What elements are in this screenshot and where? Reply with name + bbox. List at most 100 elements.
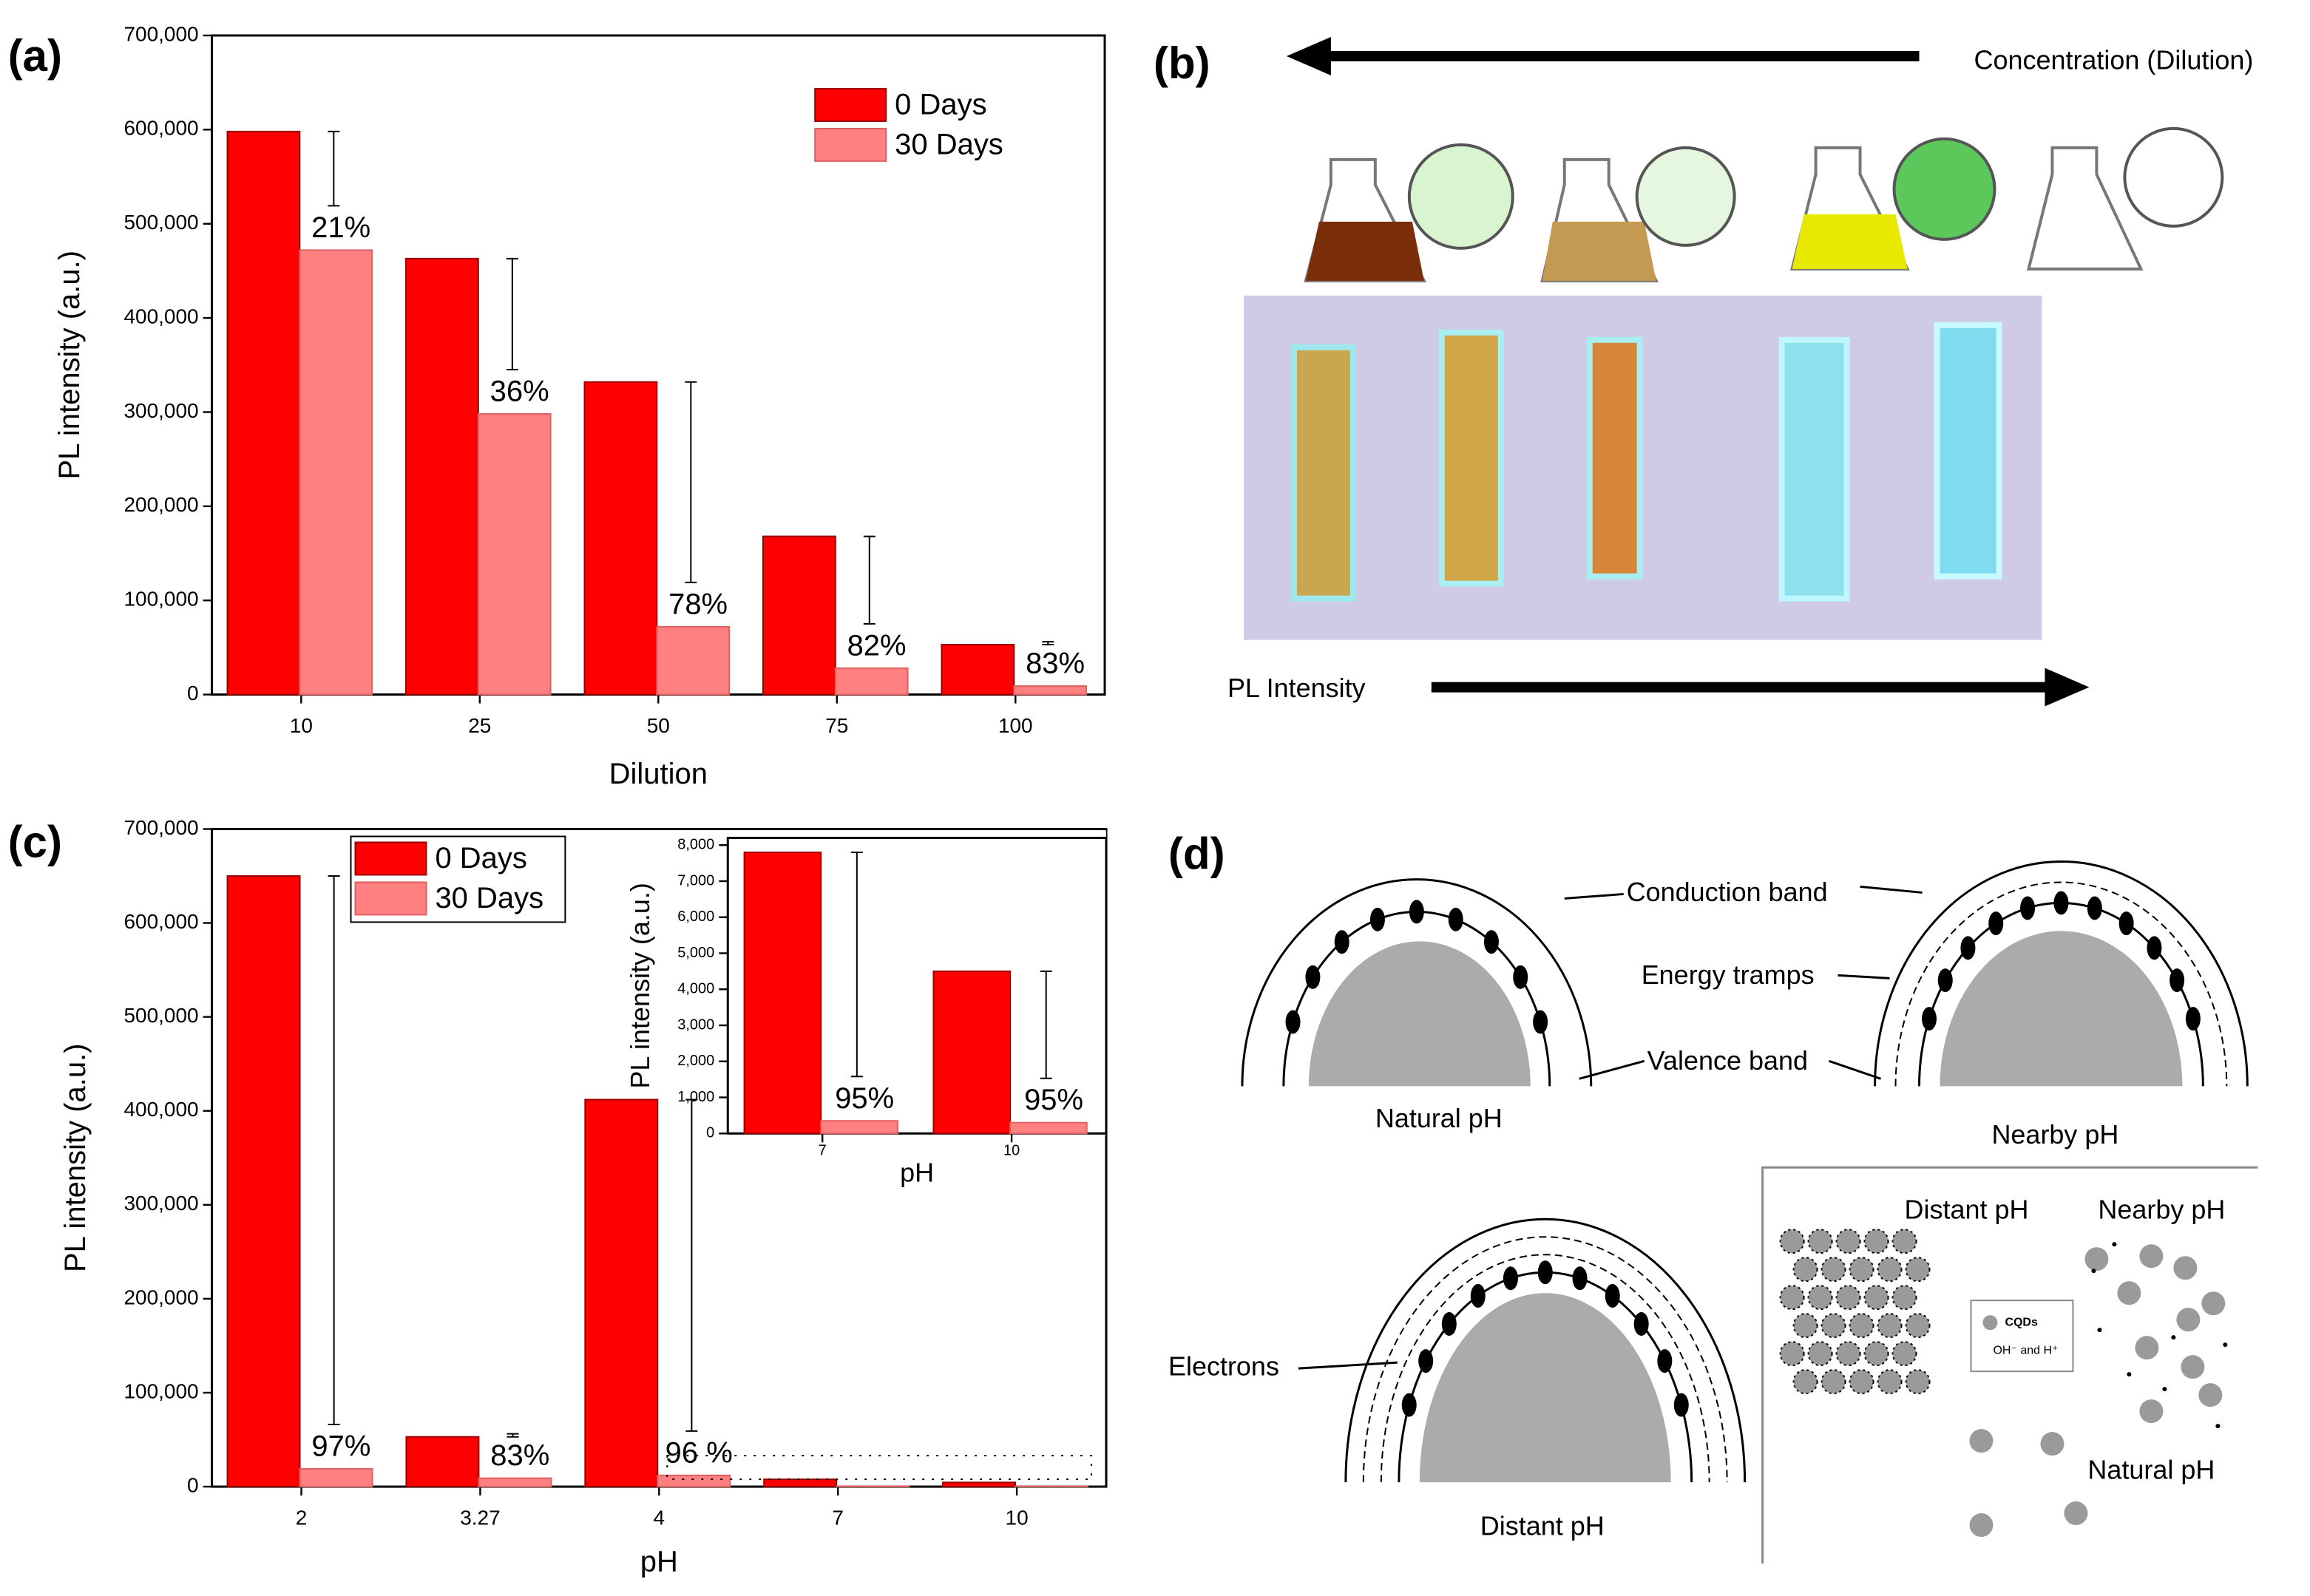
cqd: [1877, 1257, 1903, 1283]
box-border: [1761, 1166, 2258, 1564]
x-tick-label: 2: [296, 1506, 308, 1529]
electron: [1605, 1283, 1620, 1308]
legend-swatch: [354, 881, 427, 916]
cqd: [1969, 1513, 1994, 1538]
electron: [1409, 900, 1424, 924]
energy-trap: [1894, 881, 2228, 1087]
cqd: [2181, 1355, 2205, 1379]
cqd: [1835, 1341, 1861, 1367]
y-tick-label: 100,000: [123, 1379, 198, 1402]
electron: [1285, 1010, 1301, 1034]
legend-text: CQDs: [2005, 1316, 2038, 1328]
electron: [1483, 930, 1499, 954]
zoom-bubble: [1635, 146, 1736, 247]
cuvette: [1438, 329, 1504, 587]
arrow-label: PL Intensity: [1227, 673, 1366, 703]
electron: [2118, 911, 2134, 936]
electron: [2170, 968, 2185, 993]
panel-label: (c): [8, 817, 62, 866]
electron: [1673, 1393, 1689, 1417]
electron: [1533, 1010, 1548, 1034]
y-tick-label: 3,000: [677, 1016, 714, 1033]
bar: [942, 1481, 1017, 1488]
cqd: [1820, 1369, 1846, 1395]
electron: [1418, 1349, 1434, 1373]
ion: [2215, 1424, 2221, 1429]
y-tick-label: 5,000: [677, 945, 714, 961]
legend-label: 0 Days: [435, 842, 526, 875]
zoom-region: [666, 1455, 1093, 1481]
electron: [1470, 1283, 1486, 1308]
flask-liquid: [1305, 221, 1424, 281]
bar: [478, 1477, 552, 1488]
cqd: [2064, 1501, 2088, 1526]
cqd: [1877, 1369, 1903, 1395]
x-tick-label: 3.27: [460, 1506, 500, 1529]
arrow-label: Concentration (Dilution): [1974, 44, 2253, 75]
electron: [1401, 1393, 1417, 1417]
change-label: 82%: [847, 629, 907, 662]
pointer: [1829, 1059, 1882, 1080]
x-tick-label: 25: [468, 714, 491, 737]
y-tick-label: 700,000: [123, 22, 198, 45]
cqd: [2117, 1281, 2141, 1305]
change-label: 96 %: [665, 1436, 733, 1469]
panel-label: (d): [1168, 829, 1225, 878]
y-tick-label: 1,000: [677, 1089, 714, 1105]
bar: [834, 667, 909, 696]
electron: [1334, 930, 1349, 954]
electron: [1937, 968, 1953, 993]
legend-dot: [1982, 1315, 1998, 1331]
flask-liquid: [1792, 214, 1908, 269]
bar: [405, 1436, 480, 1488]
flask-liquid: [1542, 221, 1656, 281]
zoom-bubble: [1892, 137, 1996, 241]
electron: [1657, 1349, 1673, 1373]
y-tick-label: 7,000: [677, 872, 714, 889]
caption: Natural pH: [1375, 1103, 1503, 1133]
electron: [1537, 1260, 1553, 1285]
ion: [2091, 1269, 2096, 1274]
cqd: [1863, 1341, 1889, 1367]
cqd: [1891, 1341, 1917, 1367]
change-label: 83%: [490, 1439, 549, 1472]
y-axis-label: PL intensity (a.u.): [59, 1044, 92, 1273]
x-tick-label: 7: [819, 1143, 827, 1159]
electron: [2185, 1007, 2201, 1031]
cqd: [1849, 1257, 1874, 1283]
particles: [1779, 1229, 2228, 1538]
x-axis-label: pH: [640, 1546, 678, 1578]
aggregation-box: CQDs OH⁻ and H⁺: [1761, 1166, 2258, 1564]
band-label: Conduction band: [1627, 877, 1828, 907]
y-tick-label: 100,000: [123, 588, 198, 611]
y-tick-label: 400,000: [123, 1098, 198, 1121]
cqd: [2084, 1247, 2109, 1271]
region-label: Nearby pH: [2098, 1195, 2225, 1225]
cqd: [2139, 1244, 2164, 1269]
ion: [2171, 1335, 2176, 1340]
ion: [2112, 1242, 2117, 1247]
change-label: 95%: [1024, 1084, 1083, 1116]
change-label: 21%: [311, 211, 370, 244]
bar: [656, 625, 731, 696]
energy-trap: [1380, 1254, 1710, 1483]
cqd: [2176, 1308, 2201, 1332]
zoom-bubble: [1407, 143, 1514, 250]
arrow-head: [1286, 36, 1331, 75]
caption: Nearby pH: [1991, 1119, 2118, 1150]
band-label: Energy tramps: [1642, 960, 1815, 990]
bar: [932, 970, 1012, 1135]
bar: [1013, 685, 1088, 696]
y-tick-label: 0: [187, 682, 199, 704]
electron: [1441, 1311, 1457, 1336]
x-axis-label: Dilution: [609, 758, 708, 790]
cqd: [1863, 1285, 1889, 1311]
panel-label: (b): [1154, 38, 1210, 88]
bar: [299, 1467, 373, 1488]
core: [1419, 1293, 1671, 1483]
y-tick-label: 4,000: [677, 981, 714, 997]
cqd: [1792, 1369, 1818, 1395]
y-tick-label: 0: [187, 1473, 199, 1496]
cqd: [1779, 1285, 1805, 1311]
bar: [763, 1478, 838, 1488]
